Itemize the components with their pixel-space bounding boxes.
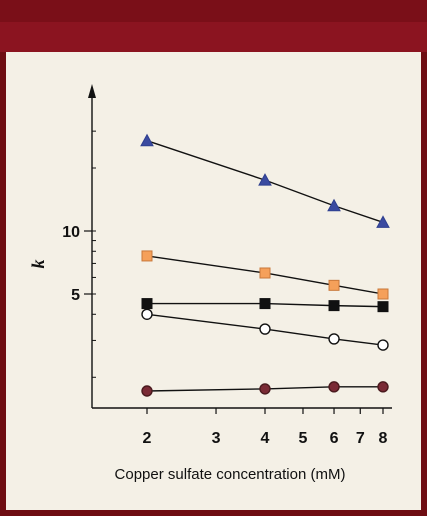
- series-1-point-1: [140, 133, 154, 147]
- series-5-line: [146, 386, 383, 392]
- series-2-line: [146, 255, 384, 295]
- series-4-point-3: [328, 333, 340, 345]
- series-4-point-4: [377, 339, 389, 351]
- series-3-line: [147, 302, 384, 308]
- series-4-point-2: [259, 323, 271, 335]
- y-tick-label-5: 5: [71, 287, 80, 304]
- series-2-point-2: [259, 267, 271, 279]
- y-tick-label-10: 10: [62, 224, 80, 241]
- ticks: 2 3 4 5 6 7 8 5 10: [62, 130, 388, 447]
- header-strip: [0, 0, 427, 22]
- series-3-point-1: [141, 298, 153, 310]
- x-tick-label-5: 5: [299, 430, 308, 447]
- series-2-point-1: [141, 250, 153, 262]
- series-3-point-3: [328, 300, 340, 312]
- series-3-point-4: [377, 301, 389, 313]
- x-tick-label-2: 2: [143, 430, 152, 447]
- series-1-point-4: [376, 215, 390, 228]
- x-tick-label-6: 6: [330, 430, 339, 447]
- y-axis-arrow: [88, 84, 96, 98]
- series-1-point-2: [258, 173, 272, 186]
- series-4-line: [146, 313, 384, 346]
- series-lines: [146, 140, 384, 392]
- series-5-point-4: [377, 381, 389, 393]
- x-axis-label: Copper sulfate concentration (mM): [115, 466, 346, 483]
- series-4-point-1: [141, 308, 153, 320]
- series-3-point-2: [259, 298, 271, 310]
- series-5-point-2: [259, 383, 271, 395]
- markers: [140, 133, 390, 397]
- x-tick-label-7: 7: [356, 430, 365, 447]
- series-5-point-1: [141, 385, 153, 397]
- series-1-point-3: [327, 198, 341, 212]
- axes: [88, 84, 392, 409]
- series-5-point-3: [328, 381, 340, 393]
- x-tick-label-4: 4: [261, 430, 270, 447]
- x-tick-label-8: 8: [379, 430, 388, 447]
- series-2-point-4: [377, 288, 389, 300]
- x-tick-label-3: 3: [212, 430, 221, 447]
- series-1-line: [146, 140, 384, 224]
- series-2-point-3: [328, 279, 340, 291]
- y-axis-label: k: [28, 260, 48, 269]
